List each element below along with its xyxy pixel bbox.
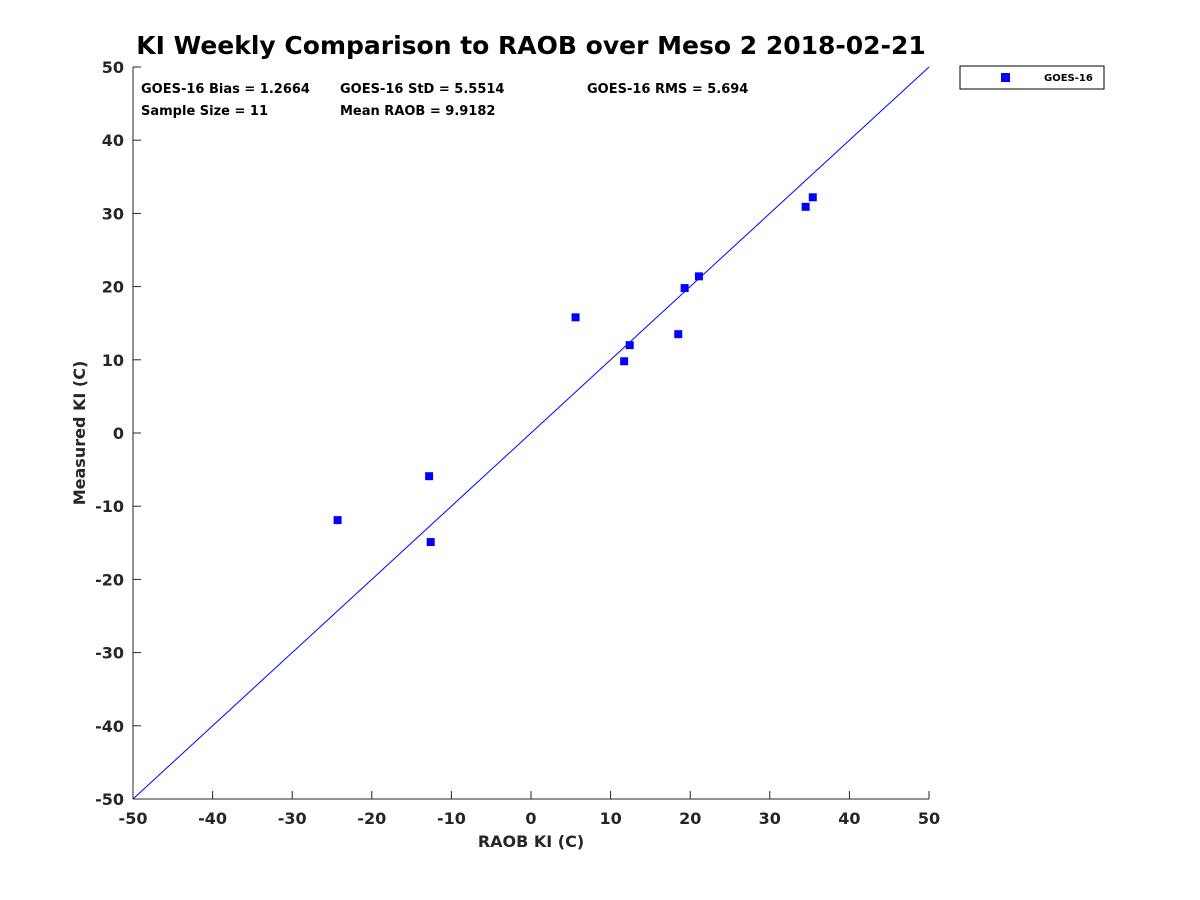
one-to-one-line [132, 66, 930, 800]
x-tick-label: 30 [759, 809, 781, 828]
y-tick-label: -20 [95, 570, 124, 589]
stat-bias: GOES-16 Bias = 1.2664 [141, 82, 310, 97]
y-tick-label: 30 [102, 204, 124, 223]
data-point-goes16 [625, 341, 634, 350]
stat-std: GOES-16 StD = 5.5514 [340, 82, 504, 97]
stat-sample-size: Sample Size = 11 [141, 104, 268, 119]
x-tick-label: 20 [679, 809, 701, 828]
data-point-goes16 [426, 538, 435, 547]
y-tick-label: 50 [102, 58, 124, 77]
x-tick-label: -30 [278, 809, 307, 828]
legend: GOES-16 [959, 65, 1105, 90]
y-tick-label: 40 [102, 131, 124, 150]
x-tick-label: 10 [599, 809, 621, 828]
y-tick-label: 0 [113, 424, 124, 443]
data-point-goes16 [674, 330, 683, 339]
y-tick-label: -30 [95, 644, 124, 663]
x-tick-label: -40 [198, 809, 227, 828]
y-tick-label: 20 [102, 278, 124, 297]
data-point-goes16 [333, 516, 342, 525]
x-tick-label: 50 [918, 809, 940, 828]
data-point-goes16 [620, 357, 629, 366]
y-axis-label: Measured KI (C) [70, 361, 89, 506]
x-tick-label: -10 [437, 809, 466, 828]
stat-mean-raob: Mean RAOB = 9.9182 [340, 104, 495, 119]
data-point-goes16 [801, 202, 810, 211]
data-point-goes16 [680, 284, 689, 293]
chart-title: KI Weekly Comparison to RAOB over Meso 2… [136, 31, 925, 60]
legend-label-goes16: GOES-16 [1044, 73, 1093, 84]
data-point-goes16 [425, 472, 434, 481]
x-tick-label: -50 [119, 809, 148, 828]
y-tick-label: 10 [102, 351, 124, 370]
x-tick-label: 0 [525, 809, 536, 828]
y-tick-label: -40 [95, 717, 124, 736]
legend-box [959, 65, 1105, 90]
x-axis-label: RAOB KI (C) [478, 832, 584, 851]
data-point-goes16 [571, 313, 580, 322]
y-tick-label: -10 [95, 497, 124, 516]
y-tick-label: -50 [95, 790, 124, 809]
legend-marker-goes16 [1001, 73, 1010, 82]
x-tick-label: 40 [838, 809, 860, 828]
data-point-goes16 [694, 272, 703, 281]
data-point-goes16 [808, 193, 817, 202]
stat-rms: GOES-16 RMS = 5.694 [587, 82, 748, 97]
x-tick-label: -20 [357, 809, 386, 828]
